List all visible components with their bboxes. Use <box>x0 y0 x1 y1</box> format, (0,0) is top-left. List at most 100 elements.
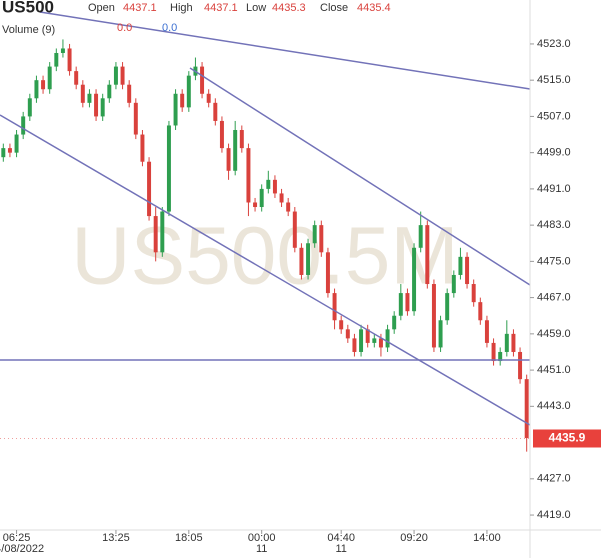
y-tick-label: 4523.0 <box>537 38 571 50</box>
candle-body <box>1 148 6 158</box>
last-price-label: 4435.9 <box>549 431 586 445</box>
y-tick-label: 4451.0 <box>537 364 571 376</box>
candle-body <box>292 211 297 248</box>
watermark: US500.5M <box>71 211 458 302</box>
header-label: Low <box>246 2 266 14</box>
header-label: Close <box>320 2 348 14</box>
trendline <box>189 67 531 286</box>
plot <box>1 39 529 452</box>
candle-body <box>359 329 364 352</box>
x-tick-label: 09:20 <box>400 532 428 544</box>
candle-body <box>7 148 12 153</box>
y-tick-label: 4499.0 <box>537 147 571 159</box>
trendlines <box>0 11 531 426</box>
candle-body <box>438 320 443 348</box>
x-tick-label: 18:05 <box>175 532 203 544</box>
volume-label: Volume (9) <box>2 24 55 36</box>
header-label: High <box>170 2 193 14</box>
trendline <box>0 114 531 426</box>
candle-body <box>147 161 152 217</box>
last-price-tag <box>533 429 601 448</box>
candle-body <box>352 338 357 352</box>
candle-body <box>259 188 264 208</box>
y-tick-label: 4427.0 <box>537 473 571 485</box>
candle-body <box>180 93 185 108</box>
candle-body <box>54 53 59 67</box>
x-tick-label: 06:25 <box>3 532 31 544</box>
candle-body <box>266 179 271 189</box>
symbol: US500 <box>2 0 54 16</box>
x-sublabel: 04/08/2022 <box>0 543 44 555</box>
candle-body <box>365 329 370 343</box>
candle-body <box>445 293 450 321</box>
y-tick-label: 4491.0 <box>537 183 571 195</box>
y-tick-label: 4419.0 <box>537 509 571 521</box>
candle-body <box>27 98 32 117</box>
candle-body <box>34 80 39 99</box>
candle-body <box>385 329 390 348</box>
header-value: 4437.1 <box>123 2 157 14</box>
candle-body <box>306 243 311 275</box>
candle-body <box>120 66 125 85</box>
candle-body <box>498 351 503 362</box>
candle-body <box>14 134 19 153</box>
candle-body <box>246 148 251 203</box>
x-tick-label: 04:40 <box>327 532 355 544</box>
candle-body <box>173 93 178 126</box>
x-tick-label: 00:00 <box>248 532 276 544</box>
candle-body <box>312 225 317 244</box>
candle-body <box>133 102 138 135</box>
candle-body <box>140 134 145 162</box>
candle-body <box>166 125 171 212</box>
candle-body <box>471 284 476 303</box>
x-tick-label: 13:25 <box>102 532 130 544</box>
y-tick-label: 4459.0 <box>537 328 571 340</box>
y-tick-label: 4467.0 <box>537 292 571 304</box>
candle-body <box>213 102 218 121</box>
candle-body <box>378 338 383 348</box>
candle-body <box>418 225 423 248</box>
y-tick-label: 4515.0 <box>537 74 571 86</box>
header-value: 4435.3 <box>272 2 306 14</box>
header-label: Open <box>88 2 115 14</box>
volume-value: 0.0 <box>162 22 177 34</box>
candle-body <box>299 247 304 275</box>
candle-body <box>186 75 191 108</box>
candle-body <box>332 293 337 321</box>
y-tick-label: 4443.0 <box>537 400 571 412</box>
candle-body <box>153 216 158 253</box>
candle-body <box>431 284 436 348</box>
candle-body <box>405 293 410 312</box>
candle-body <box>458 256 463 275</box>
candle-body <box>107 84 112 99</box>
candle-body <box>524 379 529 439</box>
x-sublabel: 11 <box>335 543 346 555</box>
volume-value: 0.0 <box>117 22 132 34</box>
candle-body <box>339 320 344 330</box>
candle-body <box>100 98 105 117</box>
candle-body <box>233 130 238 171</box>
y-tick-label: 4475.0 <box>537 255 571 267</box>
candle-body <box>60 48 65 53</box>
candle-body <box>272 179 277 194</box>
header-value: 4435.4 <box>357 2 391 14</box>
candle-body <box>80 84 85 103</box>
candle-body <box>398 293 403 316</box>
candle-body <box>451 274 456 294</box>
candle-body <box>325 252 330 294</box>
x-tick-label: 14:00 <box>473 532 501 544</box>
candle-body <box>41 80 46 90</box>
candle-body <box>219 120 224 149</box>
candle-body <box>465 256 470 285</box>
candle-body <box>113 66 118 85</box>
candle-body <box>200 66 205 94</box>
candle-body <box>372 338 377 343</box>
y-tick-label: 4507.0 <box>537 110 571 122</box>
candle-body <box>478 302 483 321</box>
candle-body <box>392 315 397 330</box>
candle-body <box>94 93 99 117</box>
candle-body <box>279 193 284 203</box>
candle-body <box>239 130 244 149</box>
candle-body <box>484 320 489 343</box>
